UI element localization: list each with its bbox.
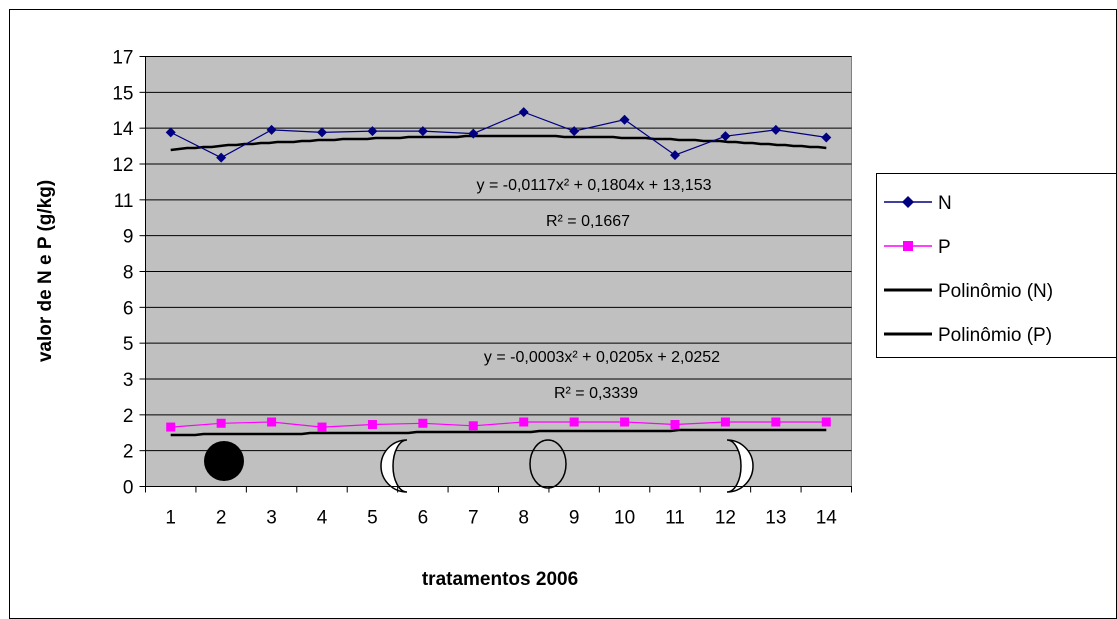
x-tick-label: 2 [216,508,227,529]
series-line-p [170,421,827,428]
moon-phase-symbols [204,439,754,493]
gridlines [145,56,852,452]
y-tick-label: 2 [123,442,134,463]
legend-item-poly-n: Polinômio (N) [884,281,1053,302]
data-point-n [670,150,680,161]
data-point-p [317,422,327,432]
x-tick-label: 13 [765,508,786,529]
x-tick-label: 14 [816,508,838,529]
data-point-n [569,126,580,137]
data-point-n [821,132,832,143]
data-point-p [267,417,277,427]
trendline-n-r2: R² = 0,1667 [546,213,630,230]
y-tick-label: 6 [123,298,134,319]
data-point-n [518,107,529,118]
y-tick-label: 0 [123,478,134,499]
data-point-n [216,152,227,163]
waning-crescent-moon-icon [726,439,754,493]
legend-item-p: P [884,237,951,258]
y-tick-label: 8 [123,263,134,284]
x-tick-label: 6 [418,508,429,529]
diamond-marker-icon [902,196,914,208]
series-lines [165,107,832,432]
y-tick-label: 5 [123,334,134,355]
legend-box [876,173,1117,358]
series-line-n [170,111,827,159]
data-point-n [468,128,479,139]
full-moon-icon [529,439,567,489]
y-tick-label: 17 [112,48,133,69]
x-tick-label: 1 [165,508,176,529]
y-tick-label: 11 [114,191,134,212]
trendline-n-equation: y = -0,0117x² + 0,1804x + 13,153 [477,177,712,194]
data-point-p [821,417,831,427]
data-point-n [417,126,428,137]
x-ticks: 1 2 3 4 5 6 7 8 9 10 11 12 13 14 [145,486,852,529]
legend-item-n: N [884,193,952,214]
x-tick-label: 12 [715,508,736,529]
legend-label-poly-n: Polinômio (N) [938,281,1053,302]
x-tick-label: 7 [468,508,479,529]
x-axis-title: tratamentos 2006 [422,569,578,590]
x-tick-label: 3 [266,508,277,529]
data-point-p [468,421,478,431]
y-axis-title: valor de N e P (g/kg) [35,180,56,362]
legend-item-poly-p: Polinômio (P) [884,325,1052,346]
trendline-n [170,134,827,152]
trendline-p [170,428,827,437]
x-tick-label: 9 [569,508,580,529]
legend-label-p: P [938,237,951,258]
y-tick-label: 15 [112,83,133,104]
y-tick-label: 3 [123,370,134,391]
data-point-p [519,417,529,427]
data-point-p [620,417,630,427]
legend: N P Polinômio (N) Polinômio (P) [876,173,1117,358]
data-point-n [367,126,378,137]
waxing-crescent-moon-icon [380,439,408,493]
data-point-p [367,420,377,430]
data-point-p [670,420,680,430]
new-moon-icon [204,441,244,481]
x-tick-label: 4 [317,508,328,529]
square-marker-icon [903,241,913,251]
data-point-p [166,422,176,432]
y-ticks: 0 2 2 3 5 6 8 9 11 12 14 15 17 [112,48,146,499]
trendlines [170,134,827,437]
y-tick-label: 14 [112,119,134,140]
y-tick-label: 12 [112,155,133,176]
y-tick-label: 9 [123,227,134,248]
data-point-n [165,127,176,138]
data-point-n [619,114,630,125]
data-point-p [418,418,428,428]
data-point-p [569,417,579,427]
legend-label-n: N [938,193,952,214]
x-tick-label: 10 [614,508,635,529]
data-point-n [770,124,781,135]
data-point-n [720,131,731,142]
x-tick-label: 11 [665,508,685,529]
data-point-p [216,418,226,428]
x-tick-label: 8 [518,508,529,529]
legend-label-poly-p: Polinômio (P) [938,325,1052,346]
y-tick-label: 2 [123,406,134,427]
trendline-p-equation: y = -0,0003x² + 0,0205x + 2,0252 [484,349,720,366]
trendline-p-r2: R² = 0,3339 [554,385,638,402]
data-point-p [771,417,781,427]
data-point-p [720,417,730,427]
x-tick-label: 5 [367,508,378,529]
data-point-n [266,124,277,135]
data-point-n [317,127,327,138]
